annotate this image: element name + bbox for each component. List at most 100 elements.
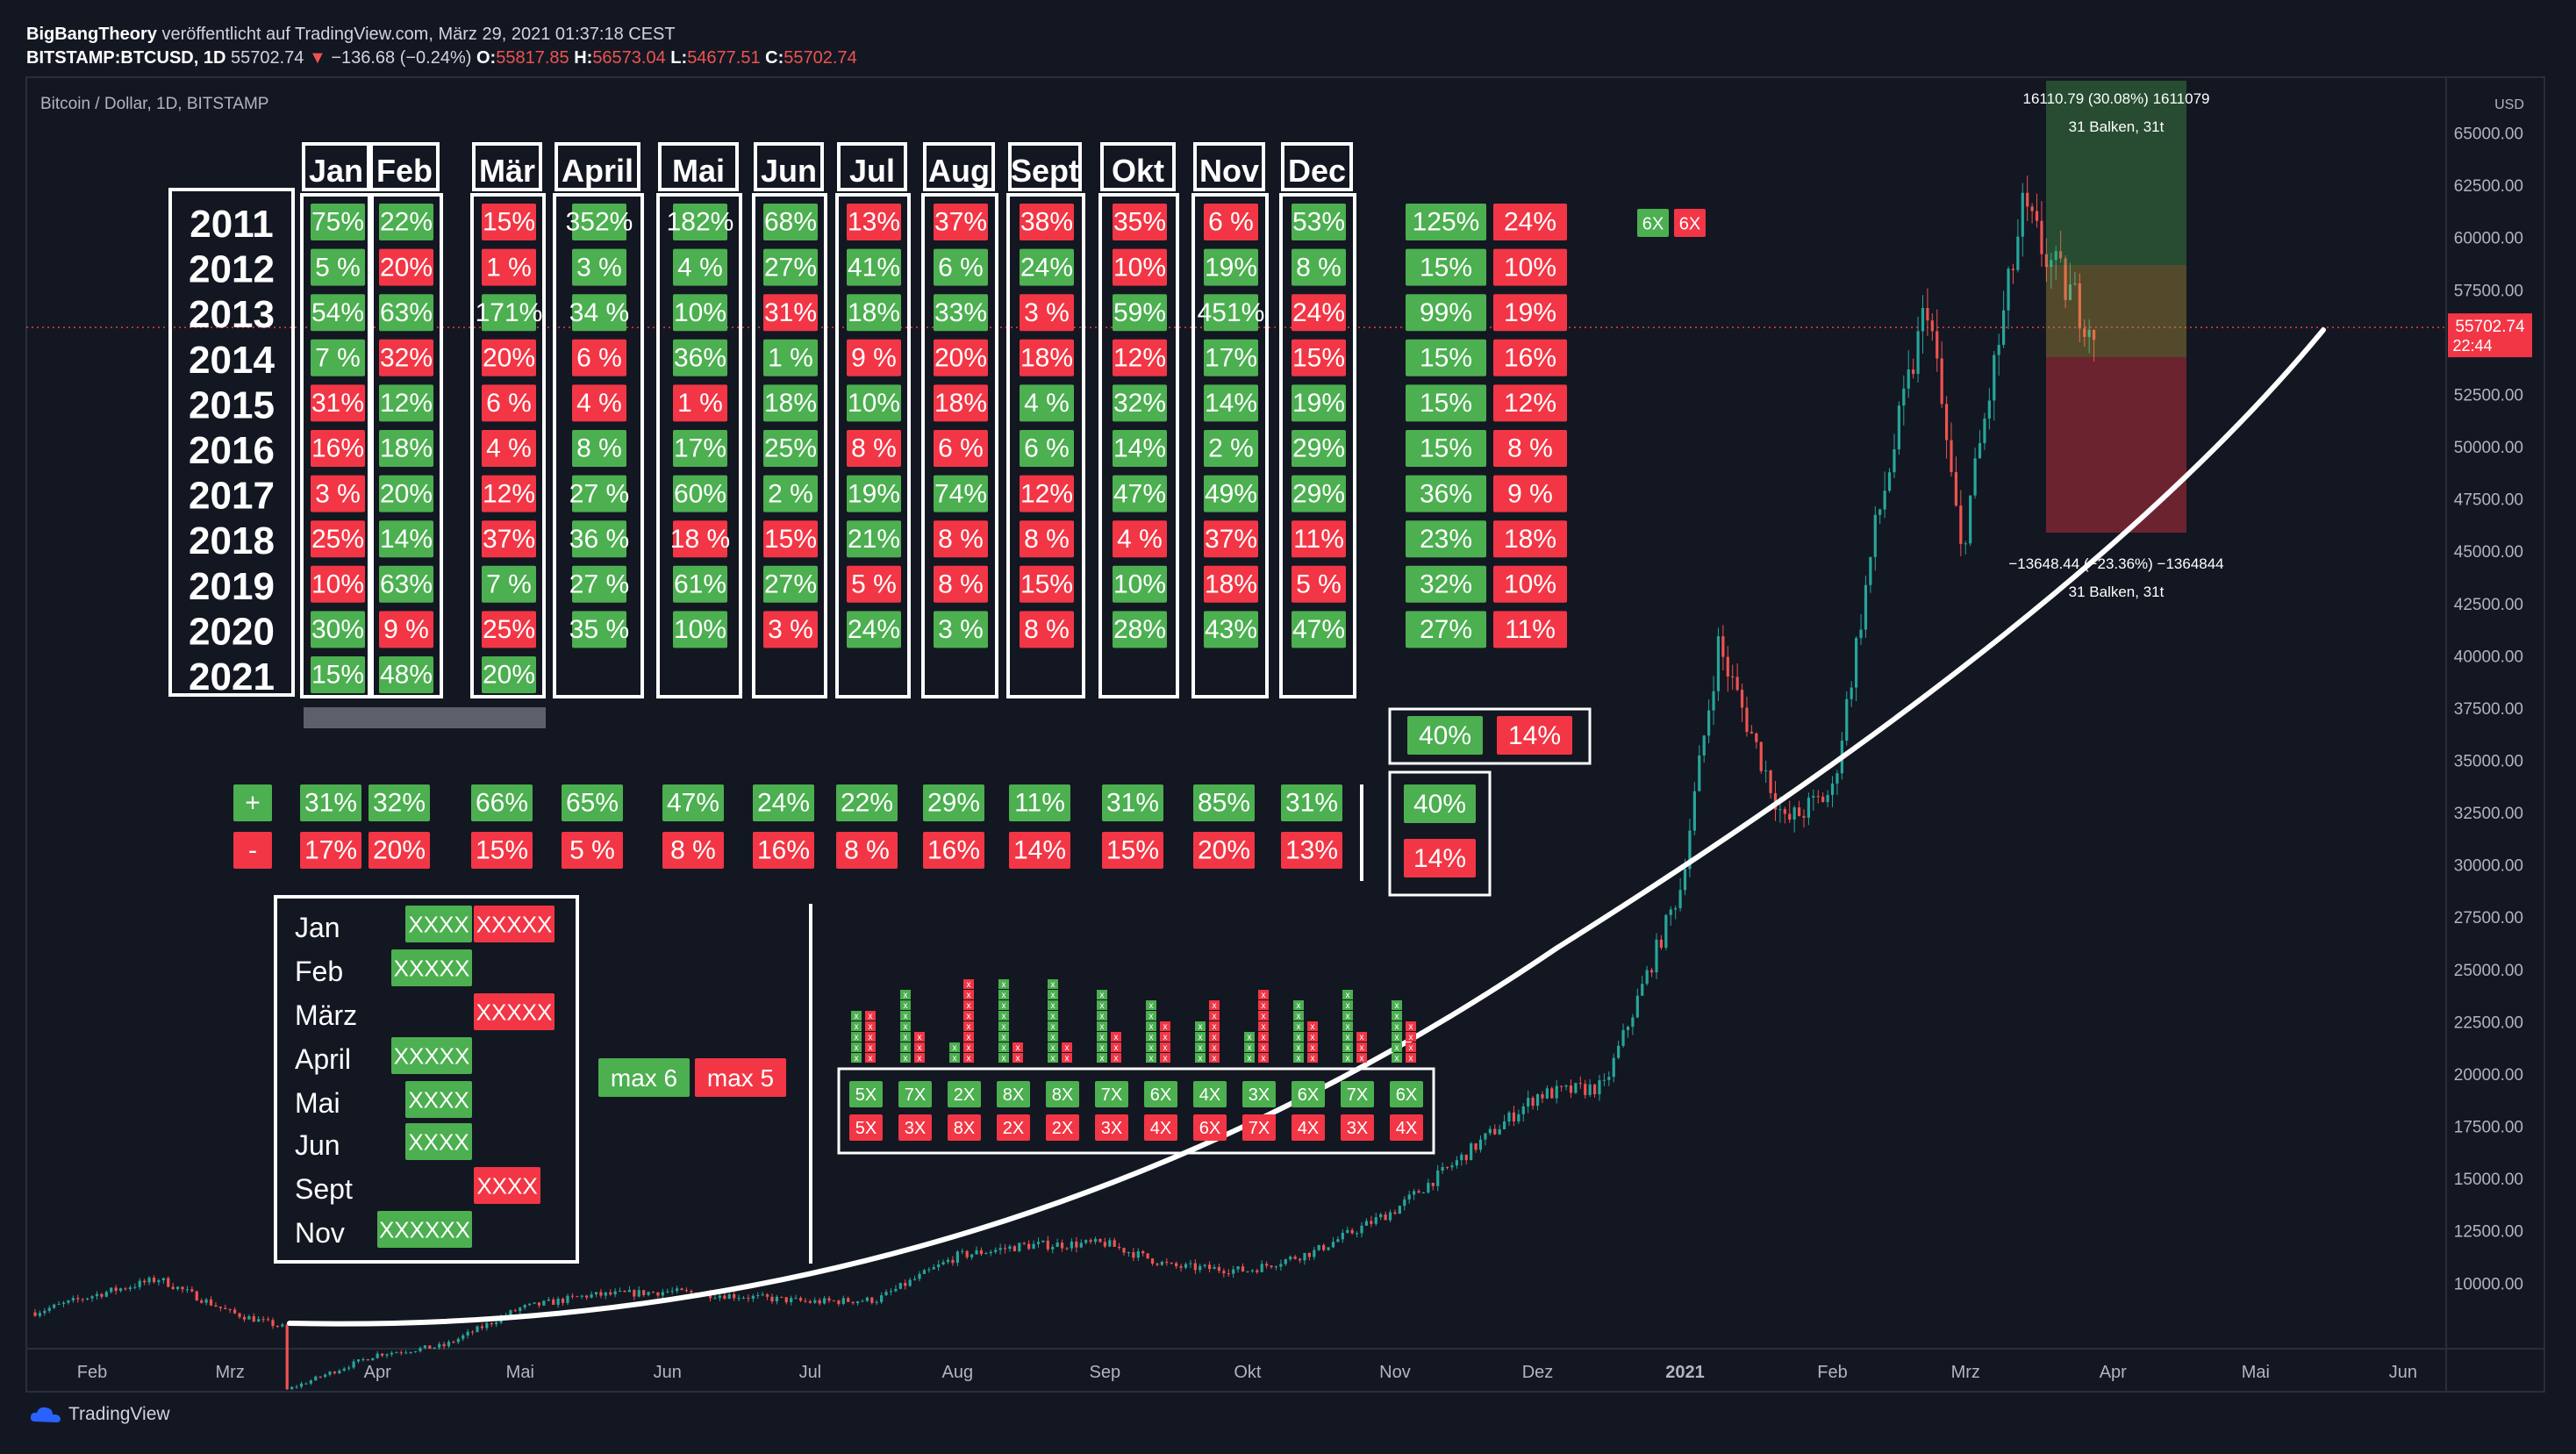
open-label: O: xyxy=(476,48,497,68)
candle-body xyxy=(128,1287,132,1289)
author-name[interactable]: BigBangTheory xyxy=(26,25,157,44)
streak-month-Jun: Jun xyxy=(295,1129,340,1161)
close-label: C: xyxy=(765,48,784,68)
candle-body xyxy=(733,1293,736,1299)
hist-red-x: x xyxy=(869,1012,873,1021)
candle-body xyxy=(2026,192,2029,207)
candle-body xyxy=(1912,369,1915,375)
candle-body xyxy=(590,1294,593,1298)
month-cell-bg xyxy=(311,430,365,467)
hist-red-x: x xyxy=(1311,1043,1315,1053)
hist-green-x: x xyxy=(1002,991,1006,1000)
month-cell-bg xyxy=(1204,294,1258,332)
count-red-11-bg xyxy=(1390,1114,1423,1141)
month-cell-bg xyxy=(1113,294,1167,332)
candle-body xyxy=(1921,308,1925,332)
candle-body xyxy=(204,1299,208,1303)
hist-green-x: x xyxy=(1297,1043,1301,1053)
streak-red-bg xyxy=(474,906,555,942)
count-green-4: 8X xyxy=(1052,1085,1073,1105)
y-tick-label-9: 27500.00 xyxy=(2454,909,2523,928)
tradingview-logo[interactable]: TradingView xyxy=(28,1404,170,1425)
avg-up-6: 22% xyxy=(841,789,893,818)
month-cell-bg xyxy=(673,520,727,558)
hist-red-mark xyxy=(1406,1032,1416,1042)
month-cell-bg xyxy=(311,475,365,512)
avg-total-down-bg xyxy=(1404,839,1476,877)
month-cell: 16% xyxy=(311,434,364,463)
month-cell: 18% xyxy=(1205,569,1257,598)
candle-body xyxy=(1869,556,1872,585)
hist-red-x: x xyxy=(1311,1022,1315,1032)
candle-body xyxy=(1398,1206,1401,1214)
y-unit-label: USD xyxy=(2494,97,2524,112)
count-red-6: 4X xyxy=(1150,1119,1171,1138)
avg-down-9: 15% xyxy=(1106,836,1159,865)
candle-body xyxy=(447,1342,451,1347)
hist-green-mark xyxy=(1244,1042,1255,1052)
candle-body xyxy=(1141,1250,1145,1254)
count-red-4-bg xyxy=(1046,1114,1079,1141)
month-cell-bg xyxy=(1020,294,1074,332)
month-cell: 36% xyxy=(674,343,726,372)
candle-body xyxy=(946,1259,950,1263)
badge-6x-red-bg xyxy=(1674,209,1706,237)
candle-body xyxy=(118,1288,123,1292)
y-tick-label-4: 15000.00 xyxy=(2454,1171,2523,1189)
candle-body xyxy=(2092,329,2096,340)
avg-up-5: 24% xyxy=(757,789,810,818)
year-avg-down: 10% xyxy=(1504,253,1556,282)
count-green-9: 6X xyxy=(1298,1085,1319,1105)
y-tick-label-24: 65000.00 xyxy=(2454,125,2523,144)
candle-body xyxy=(1802,815,1806,818)
candle-body xyxy=(124,1288,127,1290)
month-cell-bg xyxy=(934,204,988,240)
candle-body xyxy=(528,1303,532,1306)
streak-green: XXXX xyxy=(408,1129,469,1156)
month-cell-bg xyxy=(379,656,433,693)
y-tick-label-12: 35000.00 xyxy=(2454,752,2523,770)
candle-body xyxy=(200,1300,204,1303)
avg-down-0-bg xyxy=(300,832,361,869)
month-cell-bg xyxy=(1020,204,1074,240)
hist-red-x: x xyxy=(869,1033,873,1042)
month-cell-bg xyxy=(673,430,727,467)
x-tick-label-7: Sep xyxy=(1090,1363,1121,1382)
candle-body xyxy=(53,1304,56,1308)
candle-body xyxy=(1555,1085,1558,1099)
hist-red-x: x xyxy=(1114,1054,1119,1064)
x-tick-label-4: Jun xyxy=(654,1363,682,1382)
avg-down-10: 20% xyxy=(1198,836,1250,865)
candle-body xyxy=(2059,251,2063,259)
candle-body xyxy=(865,1297,869,1301)
hist-green-mark xyxy=(1097,1042,1107,1052)
candle-body xyxy=(342,1368,346,1371)
candle-body xyxy=(309,1380,312,1384)
candle-body xyxy=(1041,1240,1045,1243)
avg-up-3: 65% xyxy=(566,789,619,818)
candle-body xyxy=(90,1296,94,1299)
hist-red-x: x xyxy=(967,991,971,1000)
y-tick-label-6: 20000.00 xyxy=(2454,1066,2523,1085)
x-tick-label-0: Feb xyxy=(77,1363,107,1382)
hist-green-mark xyxy=(1195,1032,1206,1042)
candle-body xyxy=(1716,636,1721,691)
candle-body xyxy=(741,1298,746,1300)
candle-body xyxy=(1707,710,1711,736)
month-cell: 68% xyxy=(764,208,817,237)
summary-down: 14% xyxy=(1508,721,1561,750)
month-cell: 1 % xyxy=(486,253,532,282)
candle-body xyxy=(599,1292,603,1296)
candle-body xyxy=(1279,1264,1283,1267)
hist-green-x: x xyxy=(1248,1033,1252,1042)
hist-green-x: x xyxy=(1346,1001,1350,1011)
candle-body xyxy=(1165,1261,1169,1264)
month-cell: 17% xyxy=(674,434,726,463)
hist-red-mark xyxy=(1160,1032,1170,1042)
candle-body xyxy=(1855,638,1858,688)
month-cell-bg xyxy=(482,294,536,332)
month-column-frame xyxy=(752,193,827,698)
candle-body xyxy=(1284,1259,1287,1264)
hist-green-x: x xyxy=(855,1012,859,1021)
